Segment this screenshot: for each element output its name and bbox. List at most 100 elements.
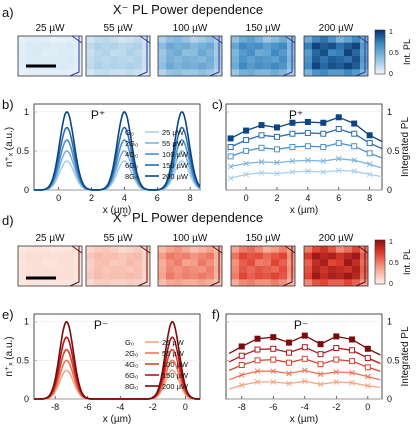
sample-edge-outline (355, 246, 366, 287)
map-frame (85, 245, 151, 287)
map-pixel (18, 259, 27, 267)
map-pixel (328, 56, 337, 63)
map-pixel (74, 272, 83, 280)
map-pixel (18, 266, 27, 273)
data-point (238, 372, 245, 378)
data-point (243, 136, 250, 143)
data-point (238, 343, 245, 350)
map-pixel (247, 49, 256, 57)
legend-gen-label: G₀ (125, 128, 134, 137)
map-pixel (352, 246, 361, 253)
y-tick-label: 0.5 (16, 146, 29, 156)
data-point (320, 119, 327, 126)
colorbar-xplus (374, 239, 386, 285)
legend-power-label: 55 µW (162, 349, 185, 358)
map-pixel (34, 56, 43, 63)
pl-map (303, 35, 369, 77)
legend-gen-label: 8G₀ (125, 382, 138, 391)
map-pixel (344, 266, 353, 273)
map-pixel (110, 56, 119, 63)
map-pixel (352, 42, 361, 50)
map-pixel (94, 42, 103, 50)
density-line (34, 139, 201, 191)
map-pixel (58, 252, 67, 260)
map-pixel (247, 42, 256, 50)
density-line (34, 160, 201, 191)
map-pixel (174, 259, 183, 267)
map-pixel (142, 62, 151, 70)
map-pixel (26, 49, 35, 57)
data-point (364, 373, 371, 380)
data-point (366, 161, 373, 168)
map-pixel (320, 252, 329, 260)
sample-edge-outline (211, 35, 223, 44)
map-pixel (182, 266, 191, 273)
map-pixel (34, 279, 43, 287)
map-pixel (66, 69, 75, 77)
map-pixel (336, 42, 345, 50)
sample-edge-outline (71, 35, 83, 44)
map-pixel (328, 259, 337, 267)
map-pixel (312, 56, 321, 63)
map-pixel (134, 259, 143, 267)
legend-gen-label: 4G₀ (125, 150, 138, 159)
map-pixel (74, 266, 83, 273)
pl-map (303, 245, 369, 287)
sample-edge-outline (209, 36, 220, 77)
map-frame (85, 35, 151, 77)
data-point (366, 150, 373, 157)
map-pixel (320, 69, 329, 77)
map-pixel (50, 272, 59, 280)
map-pixel (344, 36, 353, 43)
map-pixel (102, 272, 111, 280)
map-pixel (58, 42, 67, 50)
map-pixel (142, 252, 151, 260)
map-pixel (239, 42, 248, 50)
map-pixel (279, 266, 288, 273)
map-pixel (58, 266, 67, 273)
map-pixel (126, 279, 135, 287)
map-pixel (352, 49, 361, 57)
legend-gen-label: 8G₀ (125, 172, 138, 181)
map-pixel (42, 279, 51, 287)
map-pixel (166, 62, 175, 70)
map-pixel (158, 69, 167, 77)
map-pixel (328, 266, 337, 273)
legend-gen-label: 6G₀ (125, 161, 138, 170)
legend-gen-label: G₀ (125, 338, 134, 347)
map-pixel (34, 272, 43, 280)
x-tick-label: -6 (84, 402, 92, 412)
map-pixel (214, 272, 223, 280)
map-pixel (239, 272, 248, 280)
map-pixel (263, 62, 272, 70)
data-point (289, 144, 296, 150)
map-pixel (279, 252, 288, 260)
map-pixel (42, 272, 51, 280)
map-power-label: 100 µW (173, 23, 208, 34)
plot-annotation: P⁺ (289, 108, 303, 122)
map-pixel (247, 69, 256, 77)
map-pixel (158, 49, 167, 57)
data-point (274, 170, 280, 177)
map-pixel (263, 279, 272, 287)
pl-map (85, 245, 151, 287)
map-pixel (86, 259, 95, 267)
map-pixel (174, 272, 183, 280)
x-tick-label: -8 (51, 402, 59, 412)
panel-letter-a: a) (2, 5, 14, 20)
map-pixel (18, 36, 27, 43)
data-point (349, 336, 356, 343)
map-pixel (190, 279, 199, 287)
map-pixel (182, 272, 191, 280)
map-pixel (42, 266, 51, 273)
y-tick-label: 1 (387, 317, 392, 327)
map-pixel (312, 259, 321, 267)
map-pixel (304, 272, 313, 280)
map-pixel (263, 272, 272, 280)
map-pixel (18, 49, 27, 57)
map-pixel (126, 259, 135, 267)
map-pixel (74, 36, 83, 43)
map-pixel (174, 49, 183, 57)
map-pixel (74, 62, 83, 70)
map-pixel (26, 246, 35, 253)
